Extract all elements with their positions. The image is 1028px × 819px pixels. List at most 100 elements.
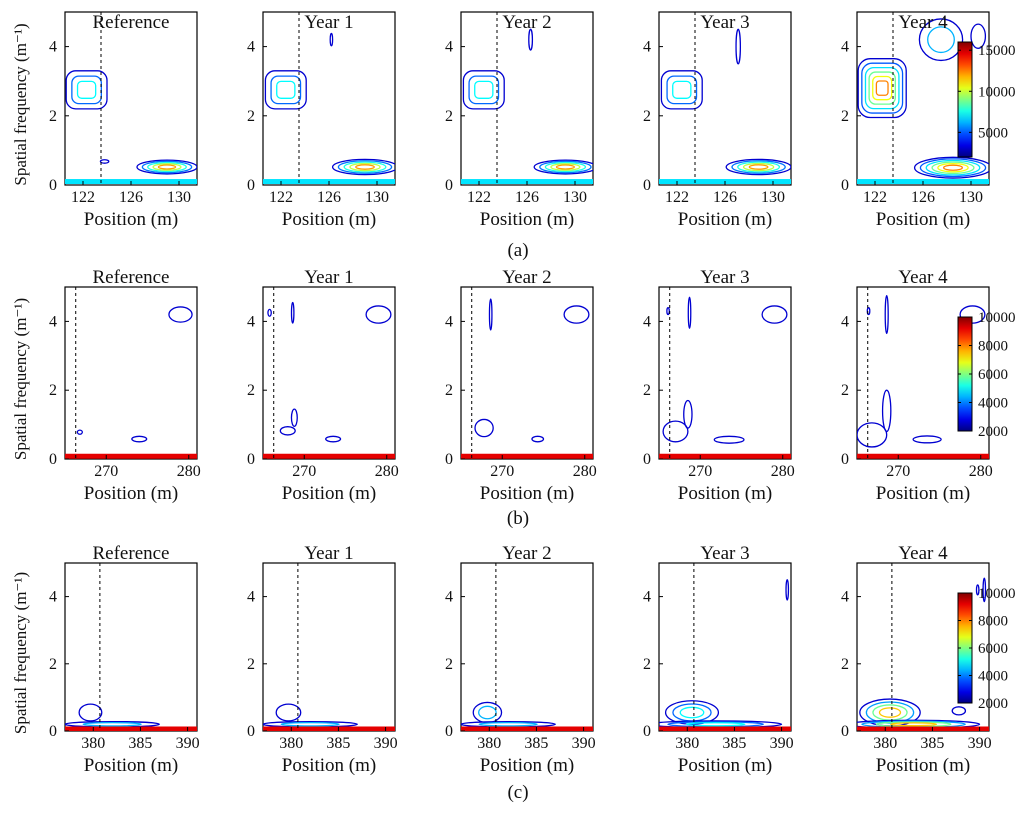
contour-layer	[659, 579, 791, 731]
subplot: 380 385 390 0 2 4 Year 1 Position (m)	[247, 543, 398, 776]
x-tick-label: 270	[94, 463, 118, 480]
x-tick-label: 130	[761, 189, 785, 206]
colorbar-tick-label: 10000	[978, 310, 1016, 326]
contour-level	[931, 161, 975, 175]
colorbar: 2000 4000 6000 8000 10000	[957, 310, 1016, 440]
x-tick-label: 280	[771, 463, 795, 480]
contour-level	[857, 422, 888, 448]
contour-layer	[263, 301, 395, 459]
contour-level	[290, 408, 298, 427]
x-tick-label: 280	[375, 463, 399, 480]
x-tick-label: 270	[490, 463, 514, 480]
contour-level	[927, 26, 955, 54]
colorbar-tick-label: 2000	[978, 424, 1008, 440]
contour-level	[325, 435, 342, 443]
contour-level	[662, 420, 689, 443]
x-tick-label: 122	[665, 189, 689, 206]
dc-band	[857, 453, 989, 459]
contour-level	[331, 158, 395, 176]
dc-band	[65, 726, 197, 731]
x-tick-label: 126	[317, 189, 341, 206]
colorbar-tick-label: 6000	[978, 367, 1008, 383]
x-tick-label: 380	[279, 735, 303, 752]
contour-level	[975, 584, 980, 596]
contour-level	[683, 399, 693, 429]
subplot: 270 280 0 2 4 Reference Position (m)	[49, 267, 201, 504]
y-tick-label: 4	[841, 313, 849, 330]
y-tick-label: 2	[49, 382, 57, 399]
plot-frame	[64, 286, 198, 460]
contour-level	[672, 80, 692, 99]
contour-level	[343, 161, 387, 173]
contour-level	[528, 28, 534, 51]
y-tick-label: 4	[643, 313, 651, 330]
y-tick-label: 0	[49, 177, 57, 194]
x-tick-label: 380	[873, 735, 897, 752]
y-tick-label: 2	[445, 382, 453, 399]
y-tick-label: 4	[247, 313, 255, 330]
dc-band	[659, 453, 791, 459]
x-tick-label: 126	[515, 189, 539, 206]
x-tick-label: 122	[467, 189, 491, 206]
colorbar-tick-label: 8000	[978, 614, 1008, 630]
contour-level	[474, 80, 494, 99]
y-tick-label: 2	[841, 656, 849, 673]
x-tick-label: 270	[886, 463, 910, 480]
x-tick-label: 270	[292, 463, 316, 480]
subplot-title: Year 1	[304, 12, 353, 33]
y-tick-label: 0	[445, 723, 453, 740]
x-tick-label: 122	[71, 189, 95, 206]
contour-level	[913, 156, 989, 179]
contour-level	[462, 70, 505, 110]
contour-level	[168, 306, 193, 323]
y-tick-label: 0	[841, 723, 849, 740]
panel-caption: (b)	[507, 508, 529, 529]
colorbar-tick-label: 2000	[978, 696, 1008, 712]
contour-level	[539, 160, 592, 174]
plot-frame	[460, 562, 594, 732]
x-tick-label: 270	[688, 463, 712, 480]
contour-level	[337, 160, 393, 174]
contour-level	[550, 163, 581, 171]
x-axis-label: Position (m)	[282, 755, 376, 776]
y-tick-label: 0	[643, 723, 651, 740]
dc-band	[461, 726, 593, 731]
subplot: 122 126 130 0 2 4 Reference Position (m)	[49, 11, 198, 230]
y-tick-label: 4	[643, 39, 651, 56]
subplot-title: Year 3	[700, 12, 749, 33]
x-tick-label: 280	[177, 463, 201, 480]
y-axis-label: Spatial frequency (m⁻¹)	[11, 23, 30, 185]
dc-band	[659, 726, 791, 731]
y-tick-label: 0	[49, 451, 57, 468]
subplot-title: Reference	[93, 267, 170, 288]
x-tick-label: 390	[572, 735, 596, 752]
x-axis-label: Position (m)	[480, 209, 574, 230]
x-tick-label: 130	[167, 189, 191, 206]
contour-level	[861, 62, 904, 114]
contour-level	[943, 164, 963, 171]
contour-level	[735, 28, 742, 65]
colorbar-tick-label: 6000	[978, 641, 1008, 657]
colorbar-gradient	[958, 42, 972, 157]
dc-band	[857, 726, 989, 731]
y-tick-label: 2	[49, 108, 57, 125]
y-tick-label: 0	[247, 723, 255, 740]
x-tick-label: 130	[365, 189, 389, 206]
contour-level	[925, 159, 981, 176]
y-tick-label: 4	[445, 39, 453, 56]
x-tick-label: 380	[477, 735, 501, 752]
y-tick-label: 2	[841, 382, 849, 399]
contour-layer	[659, 296, 791, 459]
contour-level	[65, 70, 108, 110]
y-tick-label: 0	[643, 177, 651, 194]
subplot: 270 280 0 2 4 Year 3 Position (m)	[643, 267, 795, 504]
contour-layer	[461, 701, 593, 731]
colorbar-tick-label: 15000	[978, 43, 1016, 59]
contour-level	[264, 70, 307, 110]
subplot: 122 126 130 0 2 4 Year 3 Position (m)	[643, 11, 792, 230]
contour-level	[275, 703, 302, 722]
contour-level	[687, 296, 692, 329]
contour-level	[889, 722, 938, 727]
y-tick-label: 4	[247, 39, 255, 56]
